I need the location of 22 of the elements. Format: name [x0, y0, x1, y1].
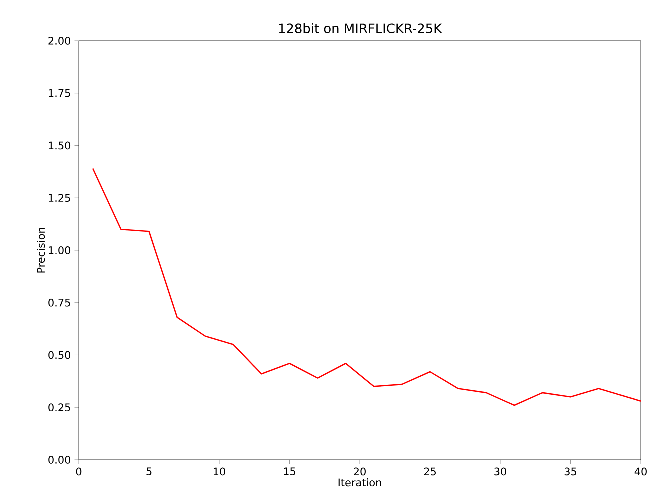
y-tick-label: 1.75	[49, 89, 70, 98]
x-tick-label: 15	[284, 468, 296, 476]
y-tick-label: 1.50	[49, 142, 71, 150]
x-tick-label: 35	[564, 468, 576, 476]
x-tick-label: 5	[146, 468, 152, 476]
line-series	[92, 168, 642, 406]
y-tick-label: 1.25	[49, 194, 70, 202]
y-tick-label: 1.00	[49, 246, 71, 254]
chart-title: 128bit on MIRFLICKR-25K	[279, 23, 442, 34]
x-tick-label: 25	[424, 468, 436, 476]
y-tick-label: 2.00	[48, 37, 71, 45]
x-tick-label: 10	[214, 468, 226, 476]
y-tick-label: 0.75	[48, 298, 70, 307]
y-tick-label: 0.00	[48, 456, 71, 464]
x-tick-label: 0	[76, 468, 82, 476]
x-tick-label: 40	[634, 468, 647, 476]
x-tick-label: 20	[354, 468, 366, 476]
y-tick-label: 0.50	[48, 351, 71, 360]
y-tick-label: 0.25	[48, 404, 70, 412]
y-axis-title: Precision	[37, 228, 46, 273]
x-axis-title: Iteration	[338, 478, 382, 487]
x-tick-label: 30	[494, 468, 506, 476]
